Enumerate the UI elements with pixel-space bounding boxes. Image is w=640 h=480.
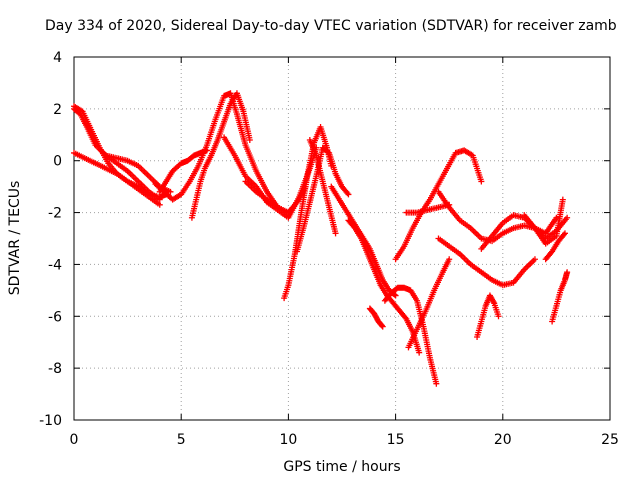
series-sat-i [242,178,309,216]
data-point-marker [344,190,351,197]
series-sat-z [542,230,568,263]
y-tick-label: -6 [48,309,62,325]
x-tick-label: 5 [177,432,186,448]
data-point-marker [548,249,555,256]
series-sat-g [188,90,253,221]
y-tick-label: -2 [48,206,62,222]
y-tick-label: 4 [53,50,62,66]
axis-ticks: 0 5 10 15 20 25 -10 -8 -6 -4 -2 0 2 4 [39,50,619,448]
y-tick-label: 0 [53,154,62,170]
x-tick-label: 20 [494,432,512,448]
data-point-marker [392,292,399,299]
data-point-marker [345,191,352,198]
series-sat-v [474,292,502,341]
series-sat-s [405,256,453,351]
x-tick-label: 15 [387,432,405,448]
data-point-marker [416,349,423,356]
series-sat-l [306,136,339,237]
y-axis-label: SDTVAR / TECUs [7,181,23,296]
data-point-marker [156,201,163,208]
data-point-marker [446,256,453,263]
y-tick-label: -4 [48,257,62,273]
data-point-marker [332,230,339,237]
x-tick-label: 0 [70,432,79,448]
y-tick-label: 2 [53,102,62,118]
data-markers [71,90,571,387]
data-point-marker [379,322,386,329]
data-point-marker [167,188,174,195]
y-tick-label: -10 [39,413,62,429]
data-point-marker [490,299,497,306]
data-point-marker [559,196,566,203]
y-tick-label: -8 [48,361,62,377]
data-point-marker [246,136,253,143]
series-sat-a [71,105,163,203]
series-sat-t [435,235,538,289]
data-point-marker [564,214,571,221]
series-sat-y [549,269,571,325]
data-point-marker [531,256,538,263]
x-axis-label: GPS time / hours [283,459,400,475]
chart-title: Day 334 of 2020, Sidereal Day-to-day VTE… [45,18,617,34]
data-point-marker [402,314,409,321]
series-sat-o [366,305,386,330]
series-sat-n [345,217,423,356]
data-point-marker [561,230,568,237]
series-sat-r [403,201,453,216]
data-point-marker [478,178,485,185]
x-tick-label: 25 [601,432,619,448]
series-sat-x [521,196,566,247]
grid [74,57,610,420]
series-sat-k [293,144,352,255]
data-point-marker [560,231,567,238]
plot-frame [73,56,611,421]
data-point-marker [379,323,386,330]
data-point-marker [350,223,357,230]
series-sat-c [71,149,163,208]
data-point-marker [433,380,440,387]
data-point-marker [564,269,571,276]
x-tick-label: 10 [279,432,297,448]
data-point-marker [495,313,502,320]
data-point-marker [553,214,560,221]
